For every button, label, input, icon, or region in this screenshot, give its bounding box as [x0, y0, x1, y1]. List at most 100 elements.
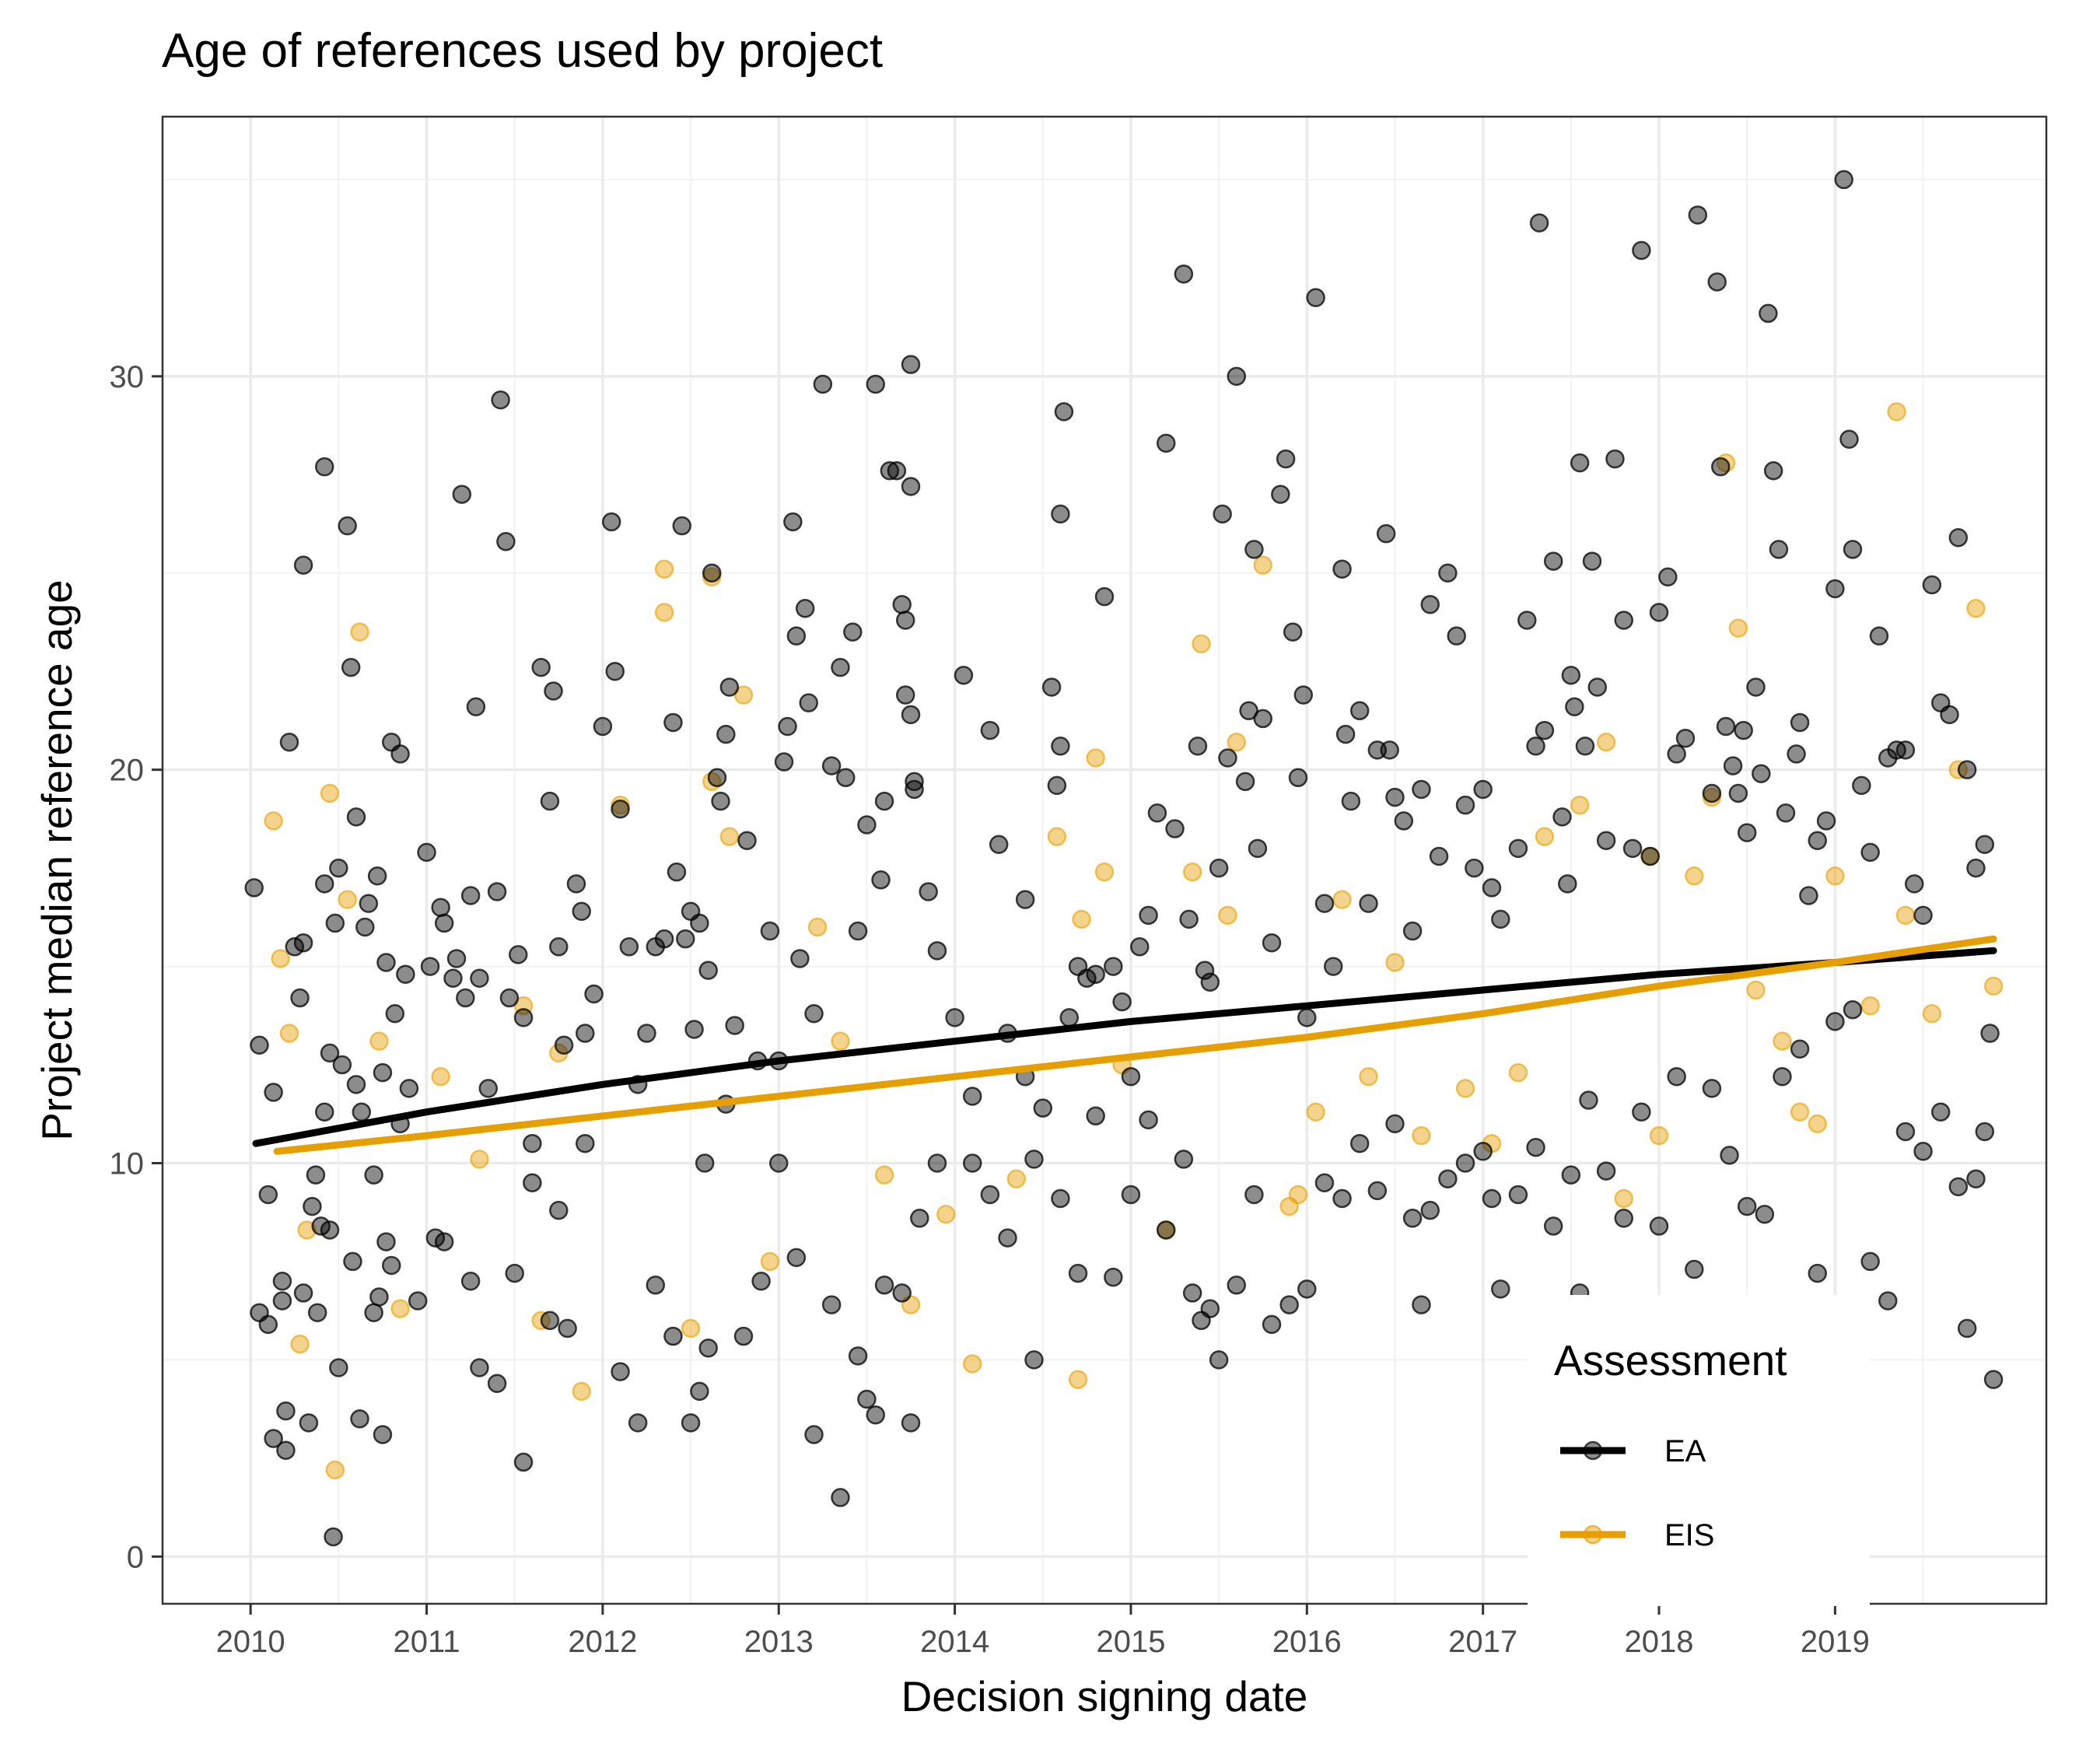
- data-point: [293, 933, 313, 953]
- data-point: [1306, 288, 1325, 307]
- data-point: [1130, 937, 1150, 957]
- data-point: [513, 1008, 534, 1027]
- data-point: [807, 917, 828, 937]
- data-point: [1227, 366, 1247, 387]
- data-point: [1332, 1188, 1352, 1209]
- data-point: [346, 1075, 366, 1094]
- data-point: [1913, 1142, 1933, 1161]
- data-point: [314, 1102, 334, 1122]
- data-point: [1587, 677, 1608, 697]
- data-point: [1535, 720, 1555, 740]
- data-point: [1825, 1012, 1845, 1031]
- legend-label-ea: EA: [1664, 1434, 1706, 1468]
- data-point: [733, 1326, 754, 1346]
- data-point: [554, 1035, 574, 1055]
- data-point: [1702, 783, 1722, 803]
- data-point: [989, 835, 1009, 855]
- data-point: [1024, 1150, 1044, 1169]
- data-point: [1808, 1263, 1827, 1283]
- data-point: [874, 1276, 894, 1295]
- data-point: [1455, 795, 1475, 815]
- data-point: [431, 898, 450, 917]
- data-point: [1047, 775, 1067, 796]
- data-point: [1957, 1318, 1977, 1339]
- data-point: [576, 1024, 595, 1043]
- data-point: [576, 1133, 595, 1153]
- data-point: [1895, 740, 1916, 760]
- data-point: [1335, 724, 1356, 744]
- data-point: [1582, 551, 1602, 571]
- data-point: [892, 594, 912, 614]
- data-point: [1438, 563, 1458, 583]
- data-point: [1104, 1267, 1123, 1287]
- data-point: [1332, 890, 1352, 909]
- data-point: [1253, 555, 1272, 575]
- data-point: [332, 1055, 352, 1075]
- data-point: [1614, 1188, 1633, 1209]
- data-point: [1975, 1122, 1995, 1142]
- data-point: [487, 882, 507, 901]
- data-point: [637, 1024, 656, 1043]
- data-point: [1376, 523, 1396, 544]
- data-point: [760, 921, 780, 941]
- trend-line-eis: [273, 935, 1997, 1155]
- data-point: [1248, 838, 1268, 859]
- data-point: [901, 1413, 921, 1433]
- data-point: [1288, 768, 1308, 788]
- data-point: [369, 1031, 389, 1051]
- data-point: [431, 1066, 450, 1087]
- data-point: [264, 811, 283, 831]
- data-point: [491, 390, 510, 410]
- data-point: [311, 1216, 331, 1236]
- y-tick-label: 0: [127, 1540, 144, 1574]
- data-point: [1276, 449, 1296, 469]
- data-point: [1776, 803, 1796, 823]
- data-point: [1244, 1185, 1264, 1205]
- data-point: [244, 878, 264, 898]
- data-point: [1218, 905, 1237, 926]
- data-point: [1508, 1185, 1528, 1205]
- data-point: [1156, 433, 1176, 453]
- data-point: [1966, 599, 1986, 618]
- data-point: [751, 1271, 771, 1291]
- data-point: [895, 611, 915, 630]
- data-point: [373, 1425, 393, 1444]
- data-point: [783, 512, 803, 532]
- data-point: [376, 953, 396, 972]
- data-point: [338, 890, 357, 909]
- data-point: [1614, 1209, 1633, 1228]
- trend-lines: [252, 935, 1997, 1155]
- data-point: [1860, 1251, 1880, 1272]
- data-point: [1759, 303, 1778, 324]
- data-point: [531, 657, 551, 677]
- data-point: [558, 1318, 577, 1339]
- scatter-points: [244, 170, 2004, 1547]
- data-point: [831, 1488, 850, 1507]
- data-point: [1983, 1370, 2004, 1389]
- data-point: [698, 1338, 718, 1358]
- data-point: [663, 712, 683, 733]
- data-point: [470, 1358, 489, 1377]
- legend-key-point-ea: [1583, 1440, 1603, 1461]
- data-point: [778, 716, 797, 737]
- data-point: [1570, 453, 1590, 473]
- data-point: [1341, 791, 1361, 811]
- data-point: [1359, 894, 1378, 913]
- data-point: [1174, 1150, 1194, 1169]
- data-point: [1314, 894, 1335, 913]
- data-point: [1051, 504, 1070, 524]
- data-point: [460, 886, 481, 905]
- data-point: [1455, 1079, 1475, 1098]
- data-point: [1253, 709, 1272, 729]
- data-point: [1262, 933, 1282, 953]
- data-point: [1948, 527, 1969, 548]
- data-point: [258, 1185, 278, 1205]
- data-point: [307, 1303, 327, 1322]
- y-axis-label: Project median reference age: [33, 579, 81, 1141]
- data-point: [1182, 1283, 1202, 1303]
- data-point: [293, 555, 313, 575]
- data-point: [364, 1303, 383, 1322]
- data-point: [1051, 1188, 1070, 1209]
- data-point: [1235, 772, 1255, 792]
- data-point: [390, 1299, 410, 1318]
